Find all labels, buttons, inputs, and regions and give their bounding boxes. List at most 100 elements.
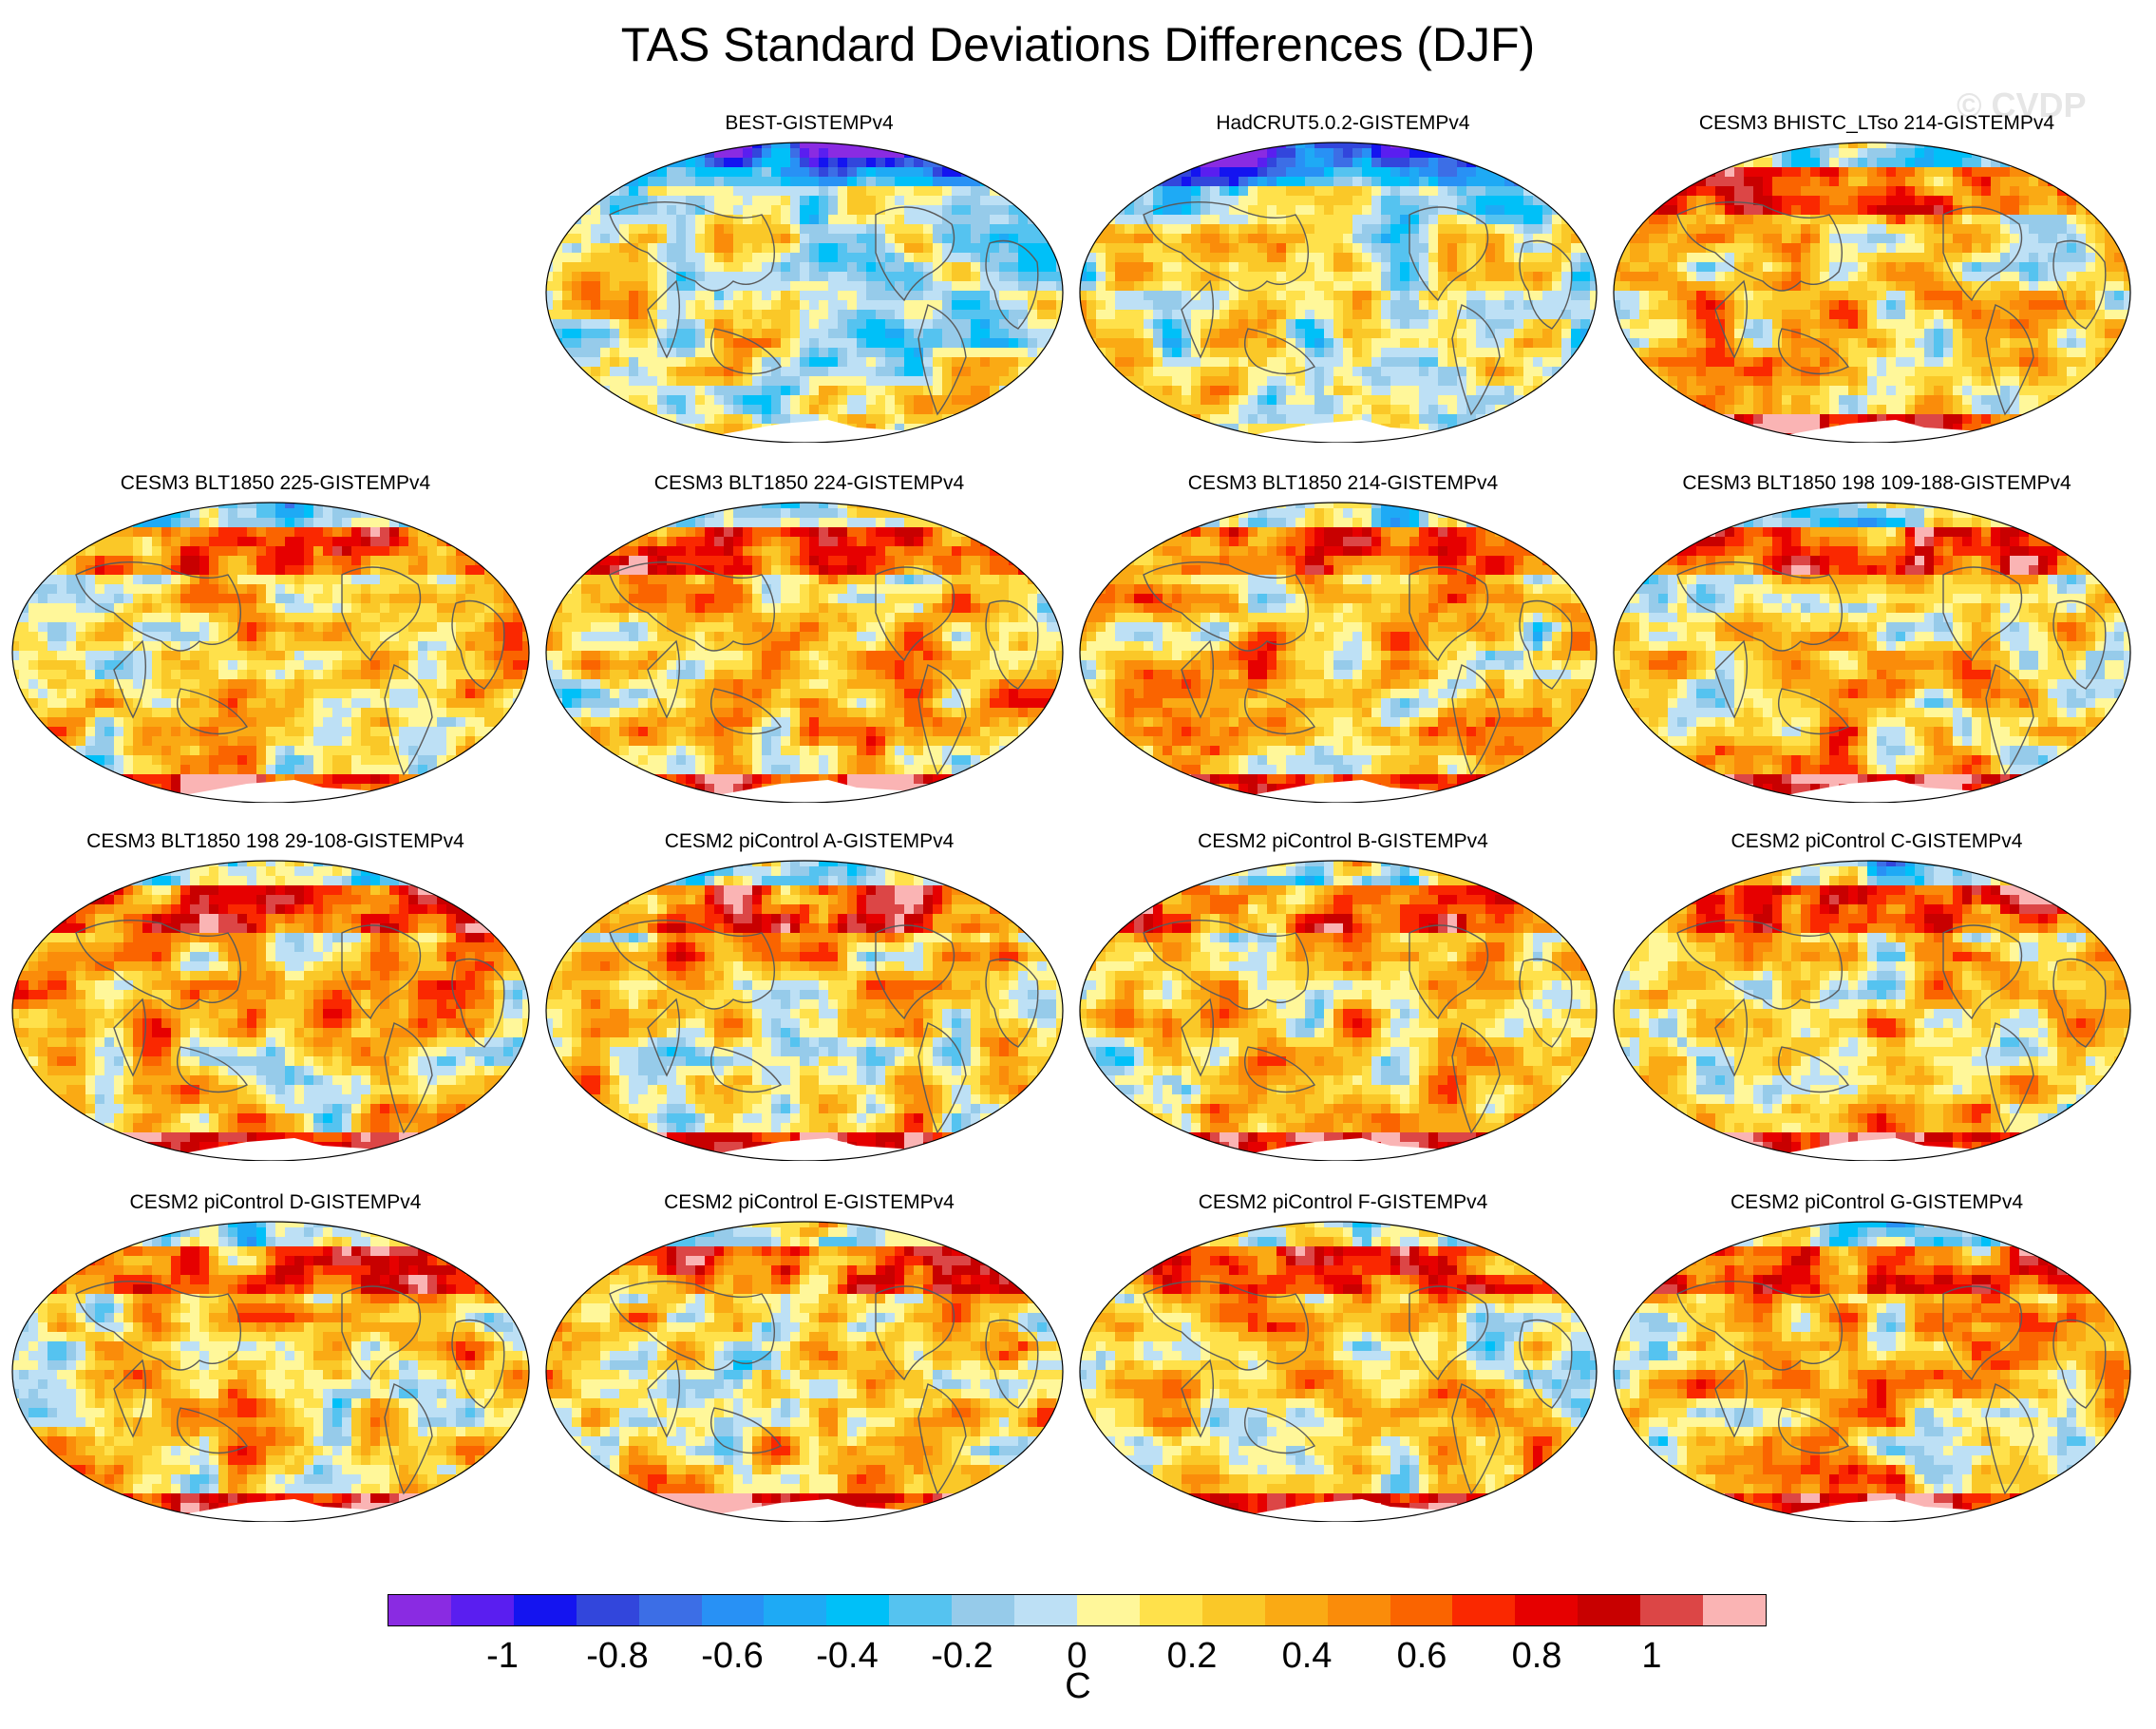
global-map — [545, 1221, 1064, 1522]
global-map — [1613, 502, 2131, 803]
map-panel: HadCRUT5.0.2-GISTEMPv4 — [1077, 112, 1609, 454]
colorbar-swatch — [1578, 1595, 1641, 1625]
anomaly-field — [1080, 1222, 1597, 1522]
map-border — [1613, 860, 2131, 1161]
global-map — [1613, 1221, 2131, 1522]
colorbar-swatch — [826, 1595, 890, 1625]
global-map — [545, 142, 1064, 443]
colorbar-tick-label: -1 — [486, 1636, 519, 1677]
figure-title: TAS Standard Deviations Differences (DJF… — [0, 17, 2156, 72]
colorbar-tick-label: -0.4 — [816, 1636, 878, 1677]
global-map — [545, 502, 1064, 803]
colorbar — [388, 1594, 1767, 1626]
colorbar-swatch — [1703, 1595, 1766, 1625]
anomaly-field — [1080, 503, 1597, 803]
coastlines — [1676, 1281, 2107, 1495]
map-panel: CESM3 BLT1850 198 109-188-GISTEMPv4 — [1611, 472, 2143, 814]
map-border — [11, 1221, 530, 1522]
map-border — [545, 142, 1064, 443]
global-map — [1079, 142, 1598, 443]
anomaly-field — [12, 1222, 529, 1522]
panel-title: CESM2 piControl F-GISTEMPv4 — [1077, 1191, 1609, 1214]
map-panel: CESM2 piControl C-GISTEMPv4 — [1611, 830, 2143, 1172]
colorbar-tick-label: 0.2 — [1167, 1636, 1218, 1677]
coastlines — [75, 920, 505, 1134]
panel-title: CESM2 piControl C-GISTEMPv4 — [1611, 830, 2143, 853]
global-map — [1079, 860, 1598, 1161]
anomaly-field — [1614, 1222, 2130, 1522]
cvdp-watermark: © CVDP — [1957, 86, 2087, 125]
panel-title: CESM3 BLT1850 214-GISTEMPv4 — [1077, 472, 1609, 495]
colorbar-swatch — [576, 1595, 639, 1625]
colorbar-tick-label: 1 — [1641, 1636, 1661, 1677]
colorbar-swatch — [1452, 1595, 1516, 1625]
anomaly-field — [546, 861, 1063, 1161]
colorbar-tick-label: 0.4 — [1282, 1636, 1333, 1677]
coastlines — [1143, 561, 1573, 776]
colorbar-swatch — [1014, 1595, 1077, 1625]
map-panel: CESM3 BLT1850 214-GISTEMPv4 — [1077, 472, 1609, 814]
map-border — [1079, 1221, 1598, 1522]
colorbar-tick-label: 0.6 — [1397, 1636, 1447, 1677]
map-border — [545, 860, 1064, 1161]
panel-title: CESM3 BLT1850 224-GISTEMPv4 — [543, 472, 1075, 495]
colorbar-tick-label: 0 — [1067, 1636, 1087, 1677]
anomaly-field — [546, 142, 1063, 443]
panel-title: CESM2 piControl A-GISTEMPv4 — [543, 830, 1075, 853]
map-border — [1079, 142, 1598, 443]
colorbar-swatch — [450, 1595, 514, 1625]
coastlines — [75, 561, 505, 776]
colorbar-tick-label: 0.8 — [1512, 1636, 1562, 1677]
coastlines — [609, 1281, 1039, 1495]
global-map — [1613, 860, 2131, 1161]
map-panel: CESM2 piControl E-GISTEMPv4 — [543, 1191, 1075, 1533]
colorbar-tick-label: -0.6 — [701, 1636, 763, 1677]
map-border — [1613, 502, 2131, 803]
colorbar-swatch — [952, 1595, 1015, 1625]
map-panel: CESM3 BHISTC_LTso 214-GISTEMPv4 — [1611, 112, 2143, 454]
coastlines — [1143, 201, 1573, 416]
map-border — [545, 1221, 1064, 1522]
colorbar-swatch — [638, 1595, 702, 1625]
panel-title: CESM2 piControl B-GISTEMPv4 — [1077, 830, 1609, 853]
coastlines — [75, 1281, 505, 1495]
map-border — [11, 860, 530, 1161]
anomaly-field — [1614, 142, 2130, 443]
anomaly-field — [1080, 861, 1597, 1161]
colorbar-units: C — [0, 1666, 2156, 1707]
map-panel: CESM3 BLT1850 198 29-108-GISTEMPv4 — [9, 830, 541, 1172]
map-panel: CESM3 BLT1850 224-GISTEMPv4 — [543, 472, 1075, 814]
global-map — [1613, 142, 2131, 443]
map-panel: CESM2 piControl D-GISTEMPv4 — [9, 1191, 541, 1533]
map-border — [1079, 502, 1598, 803]
panel-title: CESM3 BLT1850 225-GISTEMPv4 — [9, 472, 541, 495]
anomaly-field — [546, 503, 1063, 803]
map-panel: CESM2 piControl A-GISTEMPv4 — [543, 830, 1075, 1172]
anomaly-field — [12, 503, 529, 803]
anomaly-field — [12, 861, 529, 1161]
colorbar-swatch — [701, 1595, 765, 1625]
panel-title: CESM2 piControl E-GISTEMPv4 — [543, 1191, 1075, 1214]
colorbar-swatch — [1076, 1595, 1140, 1625]
coastlines — [609, 561, 1039, 776]
colorbar-swatch — [764, 1595, 827, 1625]
anomaly-field — [1614, 503, 2130, 803]
map-border — [1613, 1221, 2131, 1522]
panel-title: CESM2 piControl D-GISTEMPv4 — [9, 1191, 541, 1214]
anomaly-field — [1614, 861, 2130, 1161]
colorbar-swatch — [1515, 1595, 1579, 1625]
anomaly-field — [546, 1222, 1063, 1522]
global-map — [1079, 1221, 1598, 1522]
colorbar-tick-label: -0.8 — [586, 1636, 648, 1677]
colorbar-swatch — [1264, 1595, 1328, 1625]
colorbar-swatch — [1201, 1595, 1265, 1625]
map-border — [1613, 142, 2131, 443]
global-map — [11, 502, 530, 803]
map-border — [545, 502, 1064, 803]
colorbar-swatch — [1327, 1595, 1390, 1625]
panel-title: BEST-GISTEMPv4 — [543, 112, 1075, 135]
map-border — [1079, 860, 1598, 1161]
map-panel: CESM3 BLT1850 225-GISTEMPv4 — [9, 472, 541, 814]
colorbar-swatch — [1390, 1595, 1453, 1625]
coastlines — [1676, 201, 2107, 416]
